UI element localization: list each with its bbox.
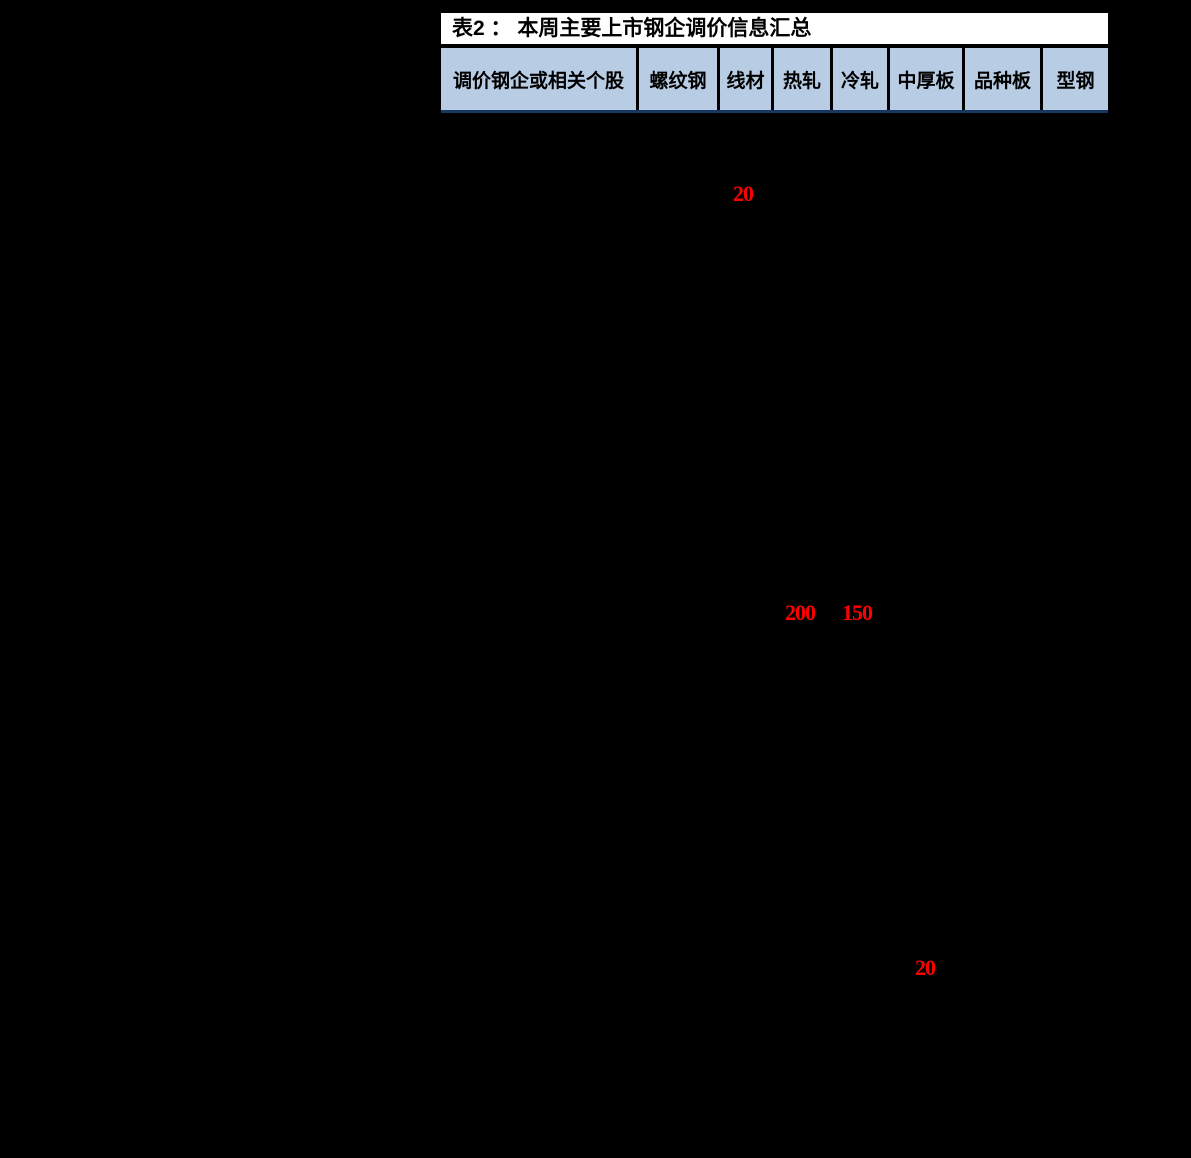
adjustment-value-medium-plate: 20 (915, 955, 936, 980)
header-cell-cold-rolled: 冷轧 (830, 48, 887, 110)
table-title: 表2 ： 本周主要上市钢企调价信息汇总 (452, 17, 812, 40)
price-adjustment-table: 表2 ： 本周主要上市钢企调价信息汇总 调价钢企或相关个股 螺纹钢 线材 热轧 … (441, 13, 1108, 113)
table-header-row: 调价钢企或相关个股 螺纹钢 线材 热轧 冷轧 中厚板 品种板 型钢 (441, 48, 1108, 113)
header-cell-hot-rolled: 热轧 (771, 48, 830, 110)
adjustment-value-wire-rod: 20 (733, 181, 754, 206)
header-cell-rebar: 螺纹钢 (636, 48, 717, 110)
adjustment-value-cold-rolled: 150 (842, 600, 873, 625)
adjustment-value-hot-rolled: 200 (785, 600, 816, 625)
header-cell-medium-plate: 中厚板 (887, 48, 962, 110)
header-cell-company: 调价钢企或相关个股 (452, 70, 624, 92)
table-title-bar: 表2 ： 本周主要上市钢企调价信息汇总 (441, 13, 1108, 48)
header-cell-section-steel: 型钢 (1040, 48, 1108, 110)
header-cell-variety-plate: 品种板 (962, 48, 1040, 110)
header-cell-wire-rod: 线材 (717, 48, 771, 110)
